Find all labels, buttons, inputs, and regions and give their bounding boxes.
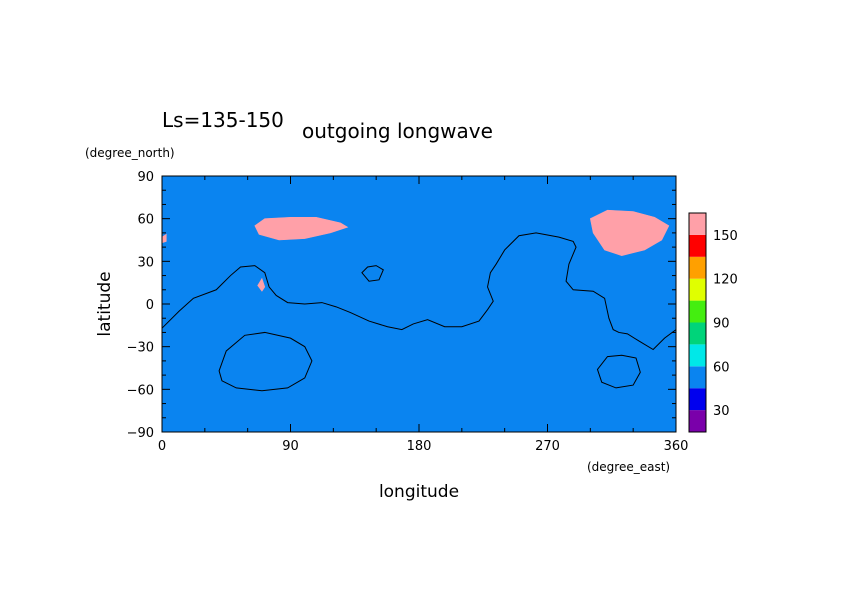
colorbar: 30 60 90 120 150 (688, 212, 738, 433)
y-tick-label: 90 (137, 170, 154, 185)
colorbar-swatch (689, 300, 706, 323)
colorbar-swatch (689, 410, 706, 432)
y-axis-label: latitude (95, 271, 115, 336)
contour-blob (162, 233, 167, 244)
colorbar-swatch (689, 344, 706, 367)
colorbar-tick-label: 150 (713, 229, 738, 244)
colorbar-frame (688, 212, 707, 433)
y-tick-label: 60 (137, 213, 154, 228)
colorbar-swatch (689, 213, 706, 235)
y-tick-label: −90 (127, 426, 154, 441)
x-tick-label: 90 (282, 439, 299, 454)
y-tick-label: −30 (127, 341, 154, 356)
x-tick-label: 180 (407, 439, 432, 454)
contour-line (361, 265, 384, 282)
contour-line (596, 354, 641, 389)
y-axis-unit: (degree_north) (85, 146, 175, 160)
contour-lines (162, 232, 676, 392)
y-tick-label: 30 (137, 255, 154, 270)
x-tick-label: 270 (535, 439, 560, 454)
colorbar-tick-label: 90 (713, 317, 730, 332)
colorbar-swatch (689, 366, 706, 389)
y-axis: −90 −60 −30 0 30 60 90 (127, 170, 676, 441)
x-tick-label: 360 (664, 439, 689, 454)
contour-blob (254, 216, 349, 241)
colorbar-swatch (689, 278, 706, 301)
y-tick-label: −60 (127, 383, 154, 398)
contour-blob (257, 277, 266, 292)
colorbar-tick-label: 30 (713, 404, 730, 419)
colorbar-swatch (689, 234, 706, 257)
contour-blob (589, 209, 670, 256)
contour-line (218, 331, 313, 392)
x-axis-unit: (degree_east) (587, 460, 670, 474)
colorbar-swatch (689, 256, 706, 279)
x-axis: 0 90 180 270 360 (158, 176, 689, 454)
chart-title: outgoing longwave (302, 119, 493, 143)
contour-band (162, 176, 676, 432)
plot-area (162, 176, 676, 432)
colorbar-swatch (689, 322, 706, 345)
x-tick-label: 0 (158, 439, 166, 454)
colorbar-tick-label: 120 (713, 273, 738, 288)
colorbar-swatch (689, 388, 706, 411)
colorbar-tick-label: 60 (713, 360, 730, 375)
y-tick-label: 0 (146, 298, 154, 313)
chart-subtitle: Ls=135-150 (162, 108, 284, 132)
contour-line (162, 232, 676, 351)
x-axis-label: longitude (379, 482, 459, 502)
